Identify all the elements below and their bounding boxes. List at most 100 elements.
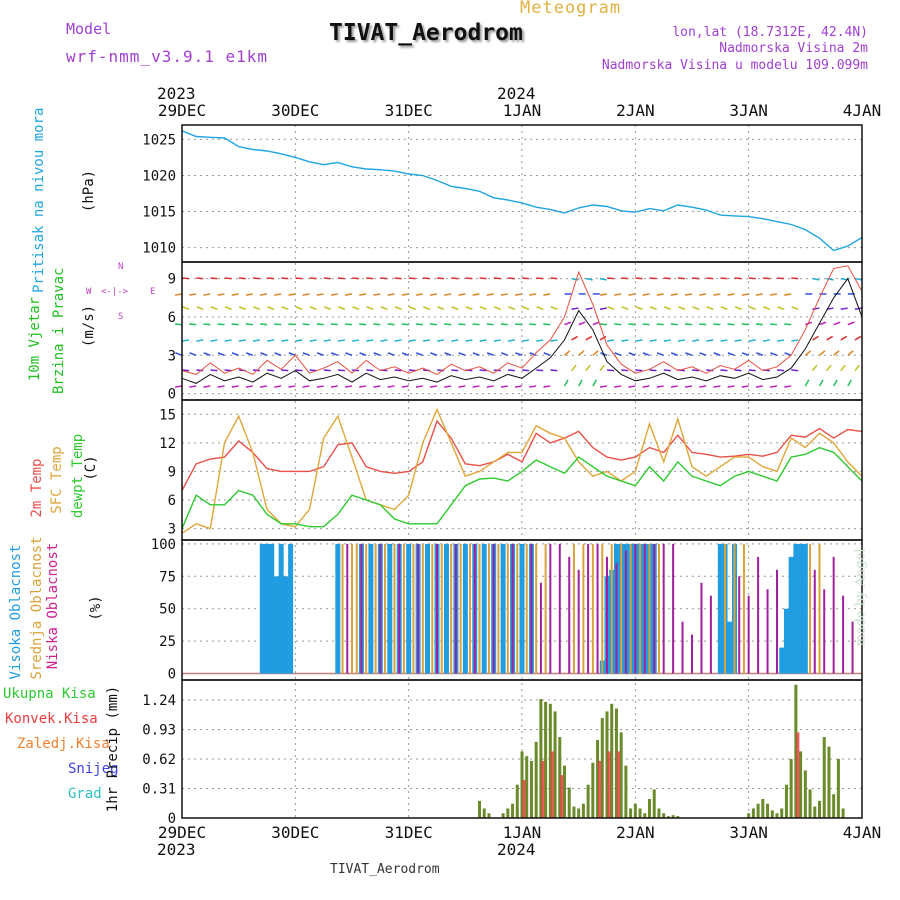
wind-arrow <box>437 277 445 280</box>
wind-arrow <box>515 352 523 356</box>
wind-arrow <box>543 293 551 296</box>
wind-arrow <box>288 385 296 388</box>
wind-arrow <box>734 277 742 280</box>
page-subtitle: Meteogram <box>520 0 622 18</box>
precip-total-bar <box>610 703 614 818</box>
y-tick-label: 6 <box>168 310 176 326</box>
cloud-high-bar <box>264 543 270 674</box>
cloud-low-bar <box>662 543 665 674</box>
wind-arrow <box>231 293 239 296</box>
wind-arrow <box>706 306 714 310</box>
wind-arrow <box>366 339 374 342</box>
cloud-mid-bar <box>351 543 353 674</box>
wind-arrow <box>628 323 636 326</box>
wind-arrow <box>663 277 671 280</box>
precip-total-bar <box>666 816 670 818</box>
wind-arrow <box>770 352 778 356</box>
wind-arrow <box>295 339 303 342</box>
cloud-mid-bar <box>355 543 358 674</box>
wind-arrow <box>486 293 494 296</box>
wind-arrow <box>514 385 523 388</box>
y-tick-label: 1010 <box>142 241 176 257</box>
precip-total-bar <box>643 813 647 818</box>
wind-arrow <box>479 369 487 372</box>
precip-conv-bar <box>598 760 602 818</box>
wind-arrow <box>804 350 812 356</box>
wind-arrow <box>819 321 827 326</box>
wind-arrow <box>599 364 605 372</box>
wind-arrow <box>182 339 190 342</box>
cloud-high-bar <box>288 543 294 674</box>
wind-arrow <box>585 307 593 311</box>
precip-conv-bar <box>616 751 620 818</box>
cloud-high-bar <box>368 543 374 674</box>
cloud-mid-bar <box>657 543 660 674</box>
cloud-low-bar <box>473 543 476 674</box>
wind-arrow <box>571 307 579 311</box>
wind-arrow <box>769 385 778 388</box>
wind-speed-line <box>181 277 863 384</box>
precip-total-bar <box>501 813 505 818</box>
x-tick-label-top: 29DEC <box>158 101 206 120</box>
x-tick-label-bottom: 29DEC <box>158 823 206 842</box>
wind-arrow <box>677 277 685 280</box>
wind-arrow <box>330 293 338 296</box>
model-name: wrf-nmm_v3.9.1 e1km <box>66 47 269 66</box>
wind-arrow <box>196 306 204 310</box>
wind-arrow <box>621 369 629 372</box>
wind-arrow <box>500 352 509 356</box>
wind-arrow <box>677 339 686 342</box>
wind-arrow <box>316 323 324 326</box>
wind-arrow <box>359 293 367 296</box>
y-tick-label: 25 <box>159 634 176 650</box>
wind-arrow <box>451 369 459 372</box>
precip-total-bar <box>624 765 628 818</box>
wind-arrow <box>337 277 345 280</box>
precip-total-bar <box>747 813 751 818</box>
cloud-mid-bar <box>469 543 472 674</box>
wind-arrow <box>465 339 473 342</box>
wind-arrow <box>281 306 289 310</box>
cloud-low-bar <box>634 543 637 674</box>
wind-arrow <box>224 339 232 342</box>
wind-arrow <box>755 293 763 296</box>
cloud-low-bar <box>832 556 835 674</box>
wind-arrow <box>451 306 459 310</box>
wind-arrow <box>401 352 409 356</box>
x-tick-label-top: 31DEC <box>385 101 433 120</box>
wind-arrow <box>684 323 693 326</box>
wind-arrow <box>373 323 381 326</box>
wind-arrow <box>755 385 763 388</box>
wind-arrow <box>550 306 558 310</box>
wind-arrow <box>543 385 551 388</box>
wind-arrow <box>692 277 700 280</box>
wind-arrow <box>529 293 537 296</box>
precip-conv-bar <box>522 779 526 818</box>
cloud-mid-bar <box>742 543 745 674</box>
wind-arrow <box>564 350 571 356</box>
y-tick-label: 0 <box>168 667 176 683</box>
wind-arrow <box>337 339 346 342</box>
wind-arrow <box>840 307 848 311</box>
cloud-low-bar <box>596 543 599 674</box>
wind-arrow <box>359 385 367 388</box>
y-tick-label: 1020 <box>142 168 176 184</box>
wind-arrow <box>777 369 785 372</box>
y-tick-label: 100 <box>151 537 176 553</box>
wind-arrow <box>316 352 324 356</box>
wind-arrow <box>196 339 204 342</box>
cloud-high-bar <box>283 576 289 674</box>
wind-arrow <box>210 339 218 342</box>
precip-total-bar <box>751 808 755 818</box>
wind-arrow <box>699 323 707 326</box>
wind-arrow <box>196 369 204 372</box>
precip-total-bar <box>544 701 548 818</box>
wind-arrow <box>763 306 771 310</box>
wind-arrow <box>656 293 664 296</box>
wind-arrow <box>777 339 785 342</box>
wind-arrow <box>727 352 735 356</box>
wind-arrow <box>536 306 544 310</box>
x-tick-label-bottom: 30DEC <box>271 823 319 842</box>
wind-arrow <box>720 369 728 372</box>
wind-arrow <box>529 352 537 356</box>
